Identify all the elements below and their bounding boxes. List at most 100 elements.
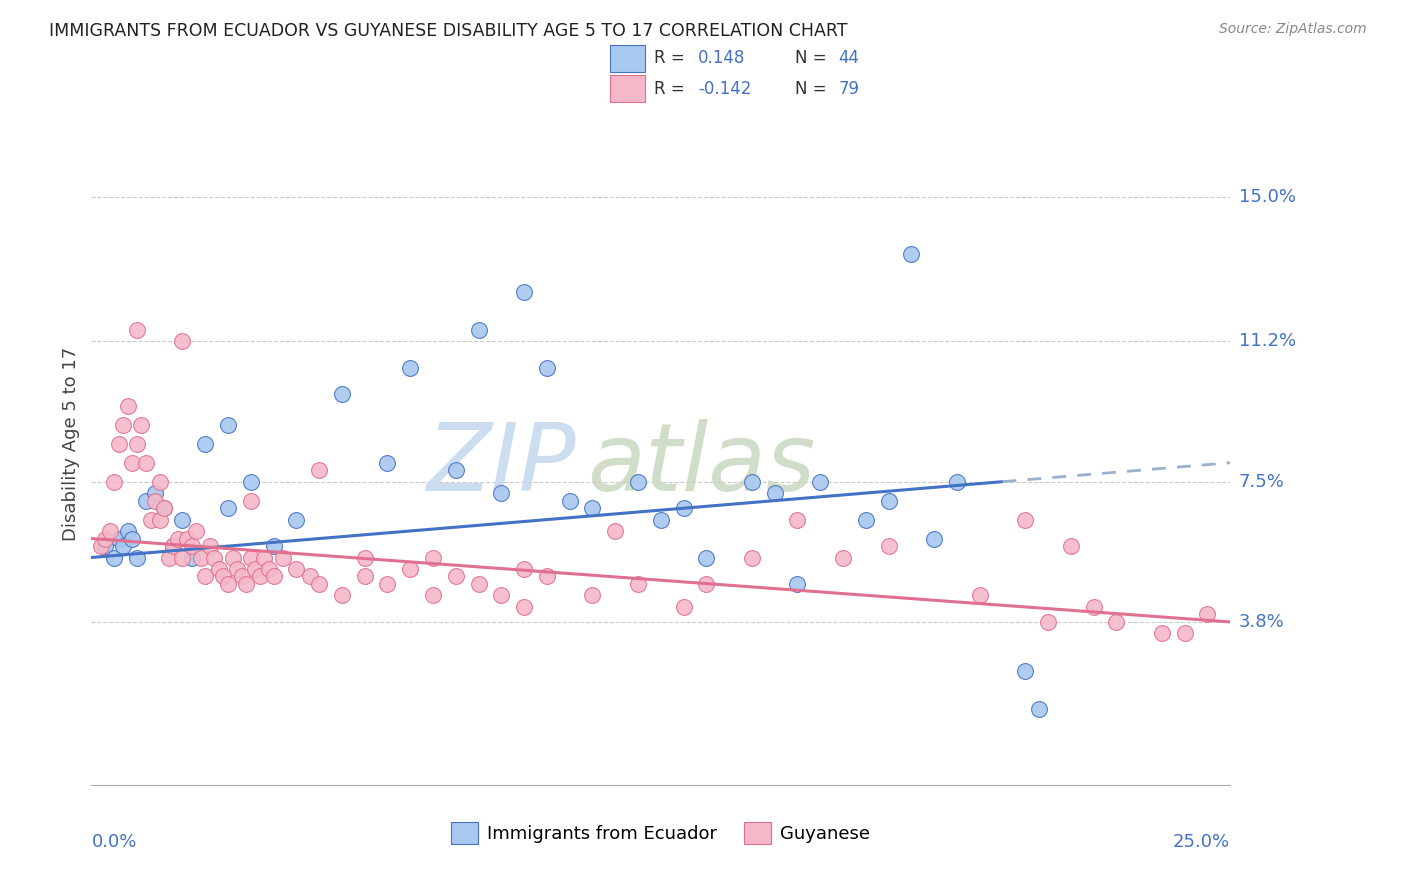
Point (308, 463, 330, 477)
Point (536, 361, 558, 376)
Text: 25.0%: 25.0% (1173, 833, 1230, 851)
Point (1028, 702, 1050, 716)
Point (877, 539, 900, 553)
Text: R =: R = (654, 79, 690, 98)
Point (226, 562, 249, 576)
Point (180, 550, 202, 565)
Point (1014, 512, 1036, 526)
Point (94, 539, 117, 553)
Point (239, 550, 262, 565)
Point (162, 539, 184, 553)
Point (194, 569, 217, 583)
Point (135, 456, 157, 470)
Point (399, 562, 422, 576)
Point (235, 577, 257, 591)
Y-axis label: Disability Age 5 to 17: Disability Age 5 to 17 (62, 347, 80, 541)
Point (285, 512, 308, 526)
Point (103, 550, 125, 565)
Text: atlas: atlas (586, 418, 815, 509)
Point (969, 589, 991, 603)
Point (581, 589, 603, 603)
Text: 11.2%: 11.2% (1239, 333, 1296, 351)
Point (249, 569, 271, 583)
Point (1174, 626, 1197, 640)
Point (627, 577, 650, 591)
Point (143, 493, 166, 508)
Point (190, 550, 212, 565)
Point (208, 562, 231, 576)
Point (125, 437, 148, 451)
Point (121, 532, 143, 546)
Point (157, 550, 180, 565)
Point (308, 577, 330, 591)
Point (330, 387, 353, 401)
Point (1036, 615, 1059, 629)
Point (832, 550, 855, 565)
Point (217, 577, 239, 591)
Point (353, 550, 375, 565)
Point (627, 475, 650, 489)
Point (672, 599, 695, 614)
Point (263, 539, 285, 553)
Point (117, 524, 139, 538)
Point (98, 524, 121, 538)
Point (741, 550, 763, 565)
Legend: Immigrants from Ecuador, Guyanese: Immigrants from Ecuador, Guyanese (444, 814, 877, 851)
Point (444, 463, 467, 477)
Point (536, 569, 558, 583)
Point (513, 562, 536, 576)
Point (695, 577, 717, 591)
Point (153, 501, 176, 516)
Text: N =: N = (794, 49, 831, 68)
Point (330, 589, 353, 603)
Point (176, 532, 198, 546)
Point (1150, 626, 1173, 640)
Point (946, 475, 969, 489)
Point (558, 493, 581, 508)
Point (172, 334, 194, 349)
Point (377, 456, 399, 470)
Point (239, 475, 262, 489)
Point (1197, 607, 1219, 622)
Point (89, 539, 111, 553)
Point (167, 532, 190, 546)
Point (1014, 664, 1036, 679)
Point (107, 437, 129, 451)
Point (672, 501, 695, 516)
Point (1060, 539, 1083, 553)
Point (198, 539, 221, 553)
Point (121, 456, 143, 470)
Text: ZIP: ZIP (426, 418, 575, 509)
Point (422, 550, 444, 565)
Point (153, 501, 176, 516)
Point (513, 285, 536, 300)
Point (605, 524, 627, 538)
Point (107, 532, 129, 546)
Point (808, 475, 831, 489)
Point (1083, 599, 1105, 614)
Point (135, 493, 157, 508)
Point (212, 569, 235, 583)
Point (125, 550, 148, 565)
Point (922, 532, 945, 546)
Point (263, 569, 285, 583)
Point (900, 247, 922, 261)
Text: Source: ZipAtlas.com: Source: ZipAtlas.com (1219, 22, 1367, 37)
Text: 0.148: 0.148 (697, 49, 745, 68)
Point (786, 512, 808, 526)
Text: 15.0%: 15.0% (1239, 188, 1295, 206)
Point (877, 493, 900, 508)
Point (143, 486, 166, 500)
Text: 7.5%: 7.5% (1239, 473, 1285, 491)
Point (162, 539, 184, 553)
Point (202, 550, 225, 565)
Point (467, 323, 489, 337)
Point (855, 512, 877, 526)
Point (353, 569, 375, 583)
Point (217, 501, 239, 516)
Point (131, 417, 153, 432)
Text: -0.142: -0.142 (697, 79, 751, 98)
Point (117, 399, 139, 413)
Point (422, 589, 444, 603)
Text: IMMIGRANTS FROM ECUADOR VS GUYANESE DISABILITY AGE 5 TO 17 CORRELATION CHART: IMMIGRANTS FROM ECUADOR VS GUYANESE DISA… (49, 22, 848, 40)
